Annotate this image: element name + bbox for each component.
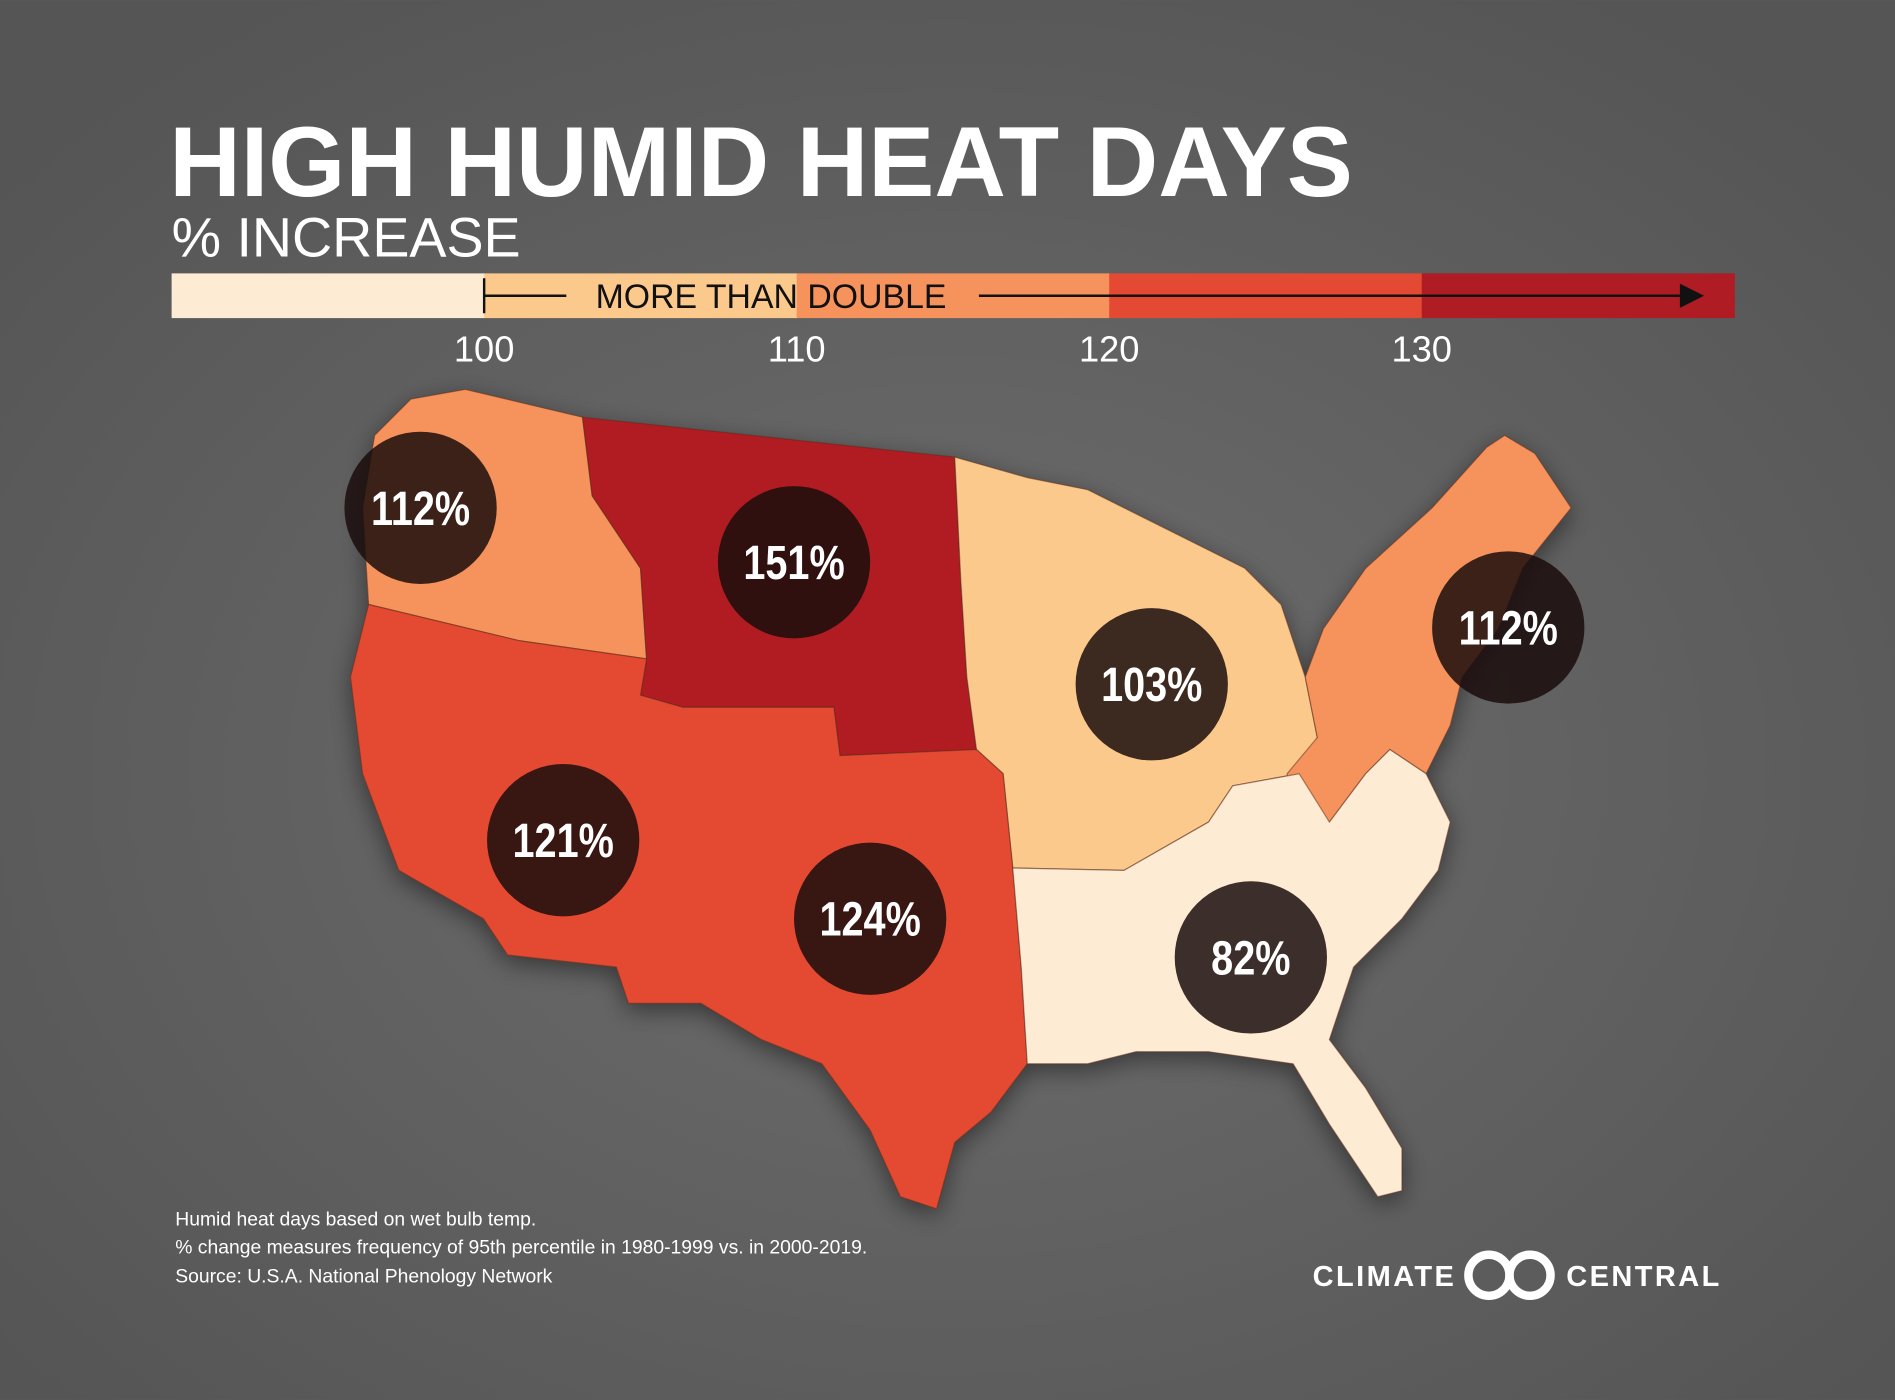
legend-tick-label: 110 [768,329,826,370]
region-marker [344,431,497,584]
legend-annotation: MORE THAN DOUBLE [596,278,947,316]
legend-arrowhead [1679,283,1705,308]
note: % change measures frequency of 95th perc… [175,1238,867,1259]
region-value: 112% [1459,602,1558,656]
logo-text: CENTRAL [1566,1261,1721,1293]
logo-mark [1464,1250,1555,1301]
region-marker [1174,881,1327,1034]
legend-tick-label: 120 [1079,329,1139,370]
note: Source: U.S.A. National Phenology Networ… [175,1267,552,1288]
subtitle: % INCREASE [172,206,521,268]
region [349,603,1028,1210]
region-value: 112% [371,482,470,536]
region-value: 151% [743,536,844,590]
region-value: 103% [1101,659,1202,713]
region-marker [1075,608,1228,761]
legend-swatch [171,273,485,319]
legend-tick-label: 100 [454,329,514,370]
logo-text: CLIMATE [1313,1261,1457,1293]
region-marker [487,764,640,917]
region-marker [1432,551,1585,704]
region-marker [717,486,871,639]
region-value: 82% [1211,932,1290,986]
title: HIGH HUMID HEAT DAYS [169,107,1353,218]
region-markers: 112% 151% 103% 112% 121% 124% 82% [344,431,1585,1034]
region-marker [794,842,947,995]
region-value: 124% [819,893,920,947]
legend-tick-label: 130 [1391,329,1451,370]
legend: 100 110 120 130 MORE THAN DOUBLE [171,273,1735,370]
region-value: 121% [513,814,614,868]
note: Humid heat days based on wet bulb temp. [175,1210,536,1231]
